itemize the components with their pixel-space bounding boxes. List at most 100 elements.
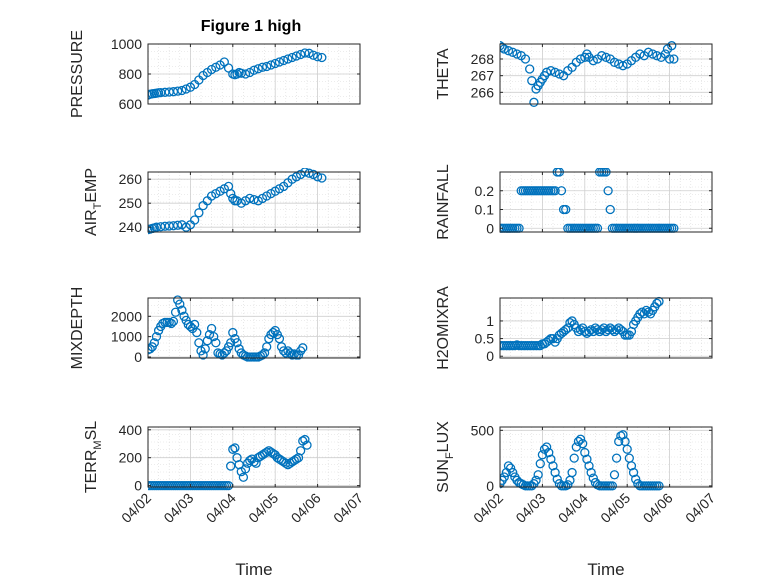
subplot-mixdepth: 0 1000 2000 MIXDEPTH	[69, 287, 361, 369]
data-point	[618, 61, 628, 71]
marker-series	[148, 295, 308, 362]
marker-series	[148, 48, 327, 100]
data-point	[262, 447, 272, 457]
data-point	[556, 186, 567, 196]
y-axis-label: RAINFALL	[435, 164, 452, 240]
data-point	[238, 472, 249, 482]
data-point	[607, 481, 618, 491]
y-tick-label: 0.1	[475, 202, 495, 218]
data-point	[503, 461, 514, 471]
data-point	[166, 318, 176, 329]
data-point	[533, 470, 543, 480]
data-point	[279, 346, 289, 356]
data-point	[291, 51, 302, 61]
data-point	[285, 348, 295, 358]
data-point	[287, 52, 297, 63]
data-point	[279, 55, 289, 66]
y-axis-label: AIRTEMP	[83, 168, 104, 236]
data-point	[637, 307, 647, 317]
data-point	[561, 204, 571, 215]
data-point	[548, 461, 558, 471]
data-point	[605, 204, 615, 215]
data-point	[631, 474, 641, 484]
y-tick-label: 0	[134, 478, 142, 494]
data-point	[219, 348, 229, 358]
y-tick-label: 268	[471, 51, 495, 67]
x-axis-label: Time	[587, 560, 624, 579]
y-axis-label: PRESSURE	[69, 30, 86, 118]
data-point	[148, 345, 153, 355]
data-point	[198, 350, 208, 360]
data-point	[177, 305, 187, 315]
marker-series	[500, 41, 679, 107]
data-point	[257, 62, 268, 72]
data-point	[622, 444, 632, 454]
data-point	[647, 49, 658, 59]
axes-box	[147, 171, 361, 233]
data-point	[181, 84, 191, 94]
subplot-pressure: 600 800 1000 PRESSURE	[69, 30, 361, 118]
data-point	[249, 65, 259, 75]
data-point	[586, 325, 596, 335]
data-point	[550, 467, 560, 478]
y-tick-label: 1	[486, 313, 494, 329]
data-point	[520, 54, 531, 64]
marker-series	[148, 168, 327, 235]
data-point	[262, 61, 272, 72]
data-point	[283, 54, 293, 64]
data-point	[226, 188, 236, 199]
data-point	[525, 64, 535, 74]
data-point	[626, 461, 637, 471]
data-point	[578, 439, 588, 449]
data-point	[173, 220, 183, 230]
data-point	[304, 48, 314, 58]
y-tick-label: 250	[119, 195, 143, 211]
data-point	[575, 54, 586, 64]
y-axis-label: THETA	[435, 48, 452, 100]
data-point	[194, 208, 204, 218]
y-tick-label: 0	[486, 220, 494, 236]
y-tick-label: 800	[119, 66, 143, 82]
data-point	[211, 338, 221, 348]
axes-box	[499, 426, 713, 488]
data-point	[561, 325, 571, 335]
y-tick-label: 0	[486, 478, 494, 494]
data-point	[550, 186, 560, 196]
data-point	[168, 316, 179, 327]
data-point	[609, 470, 620, 480]
data-point	[541, 442, 552, 452]
data-point	[245, 193, 255, 204]
data-point	[219, 57, 229, 67]
data-point	[151, 331, 162, 342]
marker-series	[500, 430, 664, 491]
data-point	[189, 215, 200, 225]
data-point	[597, 51, 607, 61]
data-point	[300, 48, 310, 58]
data-point	[281, 458, 291, 468]
data-point	[584, 461, 594, 471]
data-point	[546, 66, 556, 76]
data-point	[546, 454, 556, 464]
data-point	[512, 49, 522, 59]
data-point	[204, 329, 215, 340]
axes-box	[499, 297, 713, 359]
data-point	[537, 450, 548, 460]
data-point	[503, 46, 514, 56]
data-point	[209, 331, 219, 342]
data-point	[618, 430, 628, 440]
data-point	[500, 41, 505, 51]
data-point	[298, 343, 308, 353]
y-tick-label: 1000	[111, 329, 142, 345]
marker-series	[500, 296, 664, 351]
data-point	[148, 90, 153, 100]
data-point	[317, 52, 327, 63]
axes-box	[499, 171, 713, 233]
data-point	[664, 54, 675, 64]
data-point	[148, 344, 155, 354]
y-tick-label: 200	[119, 450, 143, 466]
y-tick-label: 0	[486, 348, 494, 364]
y-tick-label: 240	[119, 219, 143, 235]
data-point	[544, 447, 554, 458]
